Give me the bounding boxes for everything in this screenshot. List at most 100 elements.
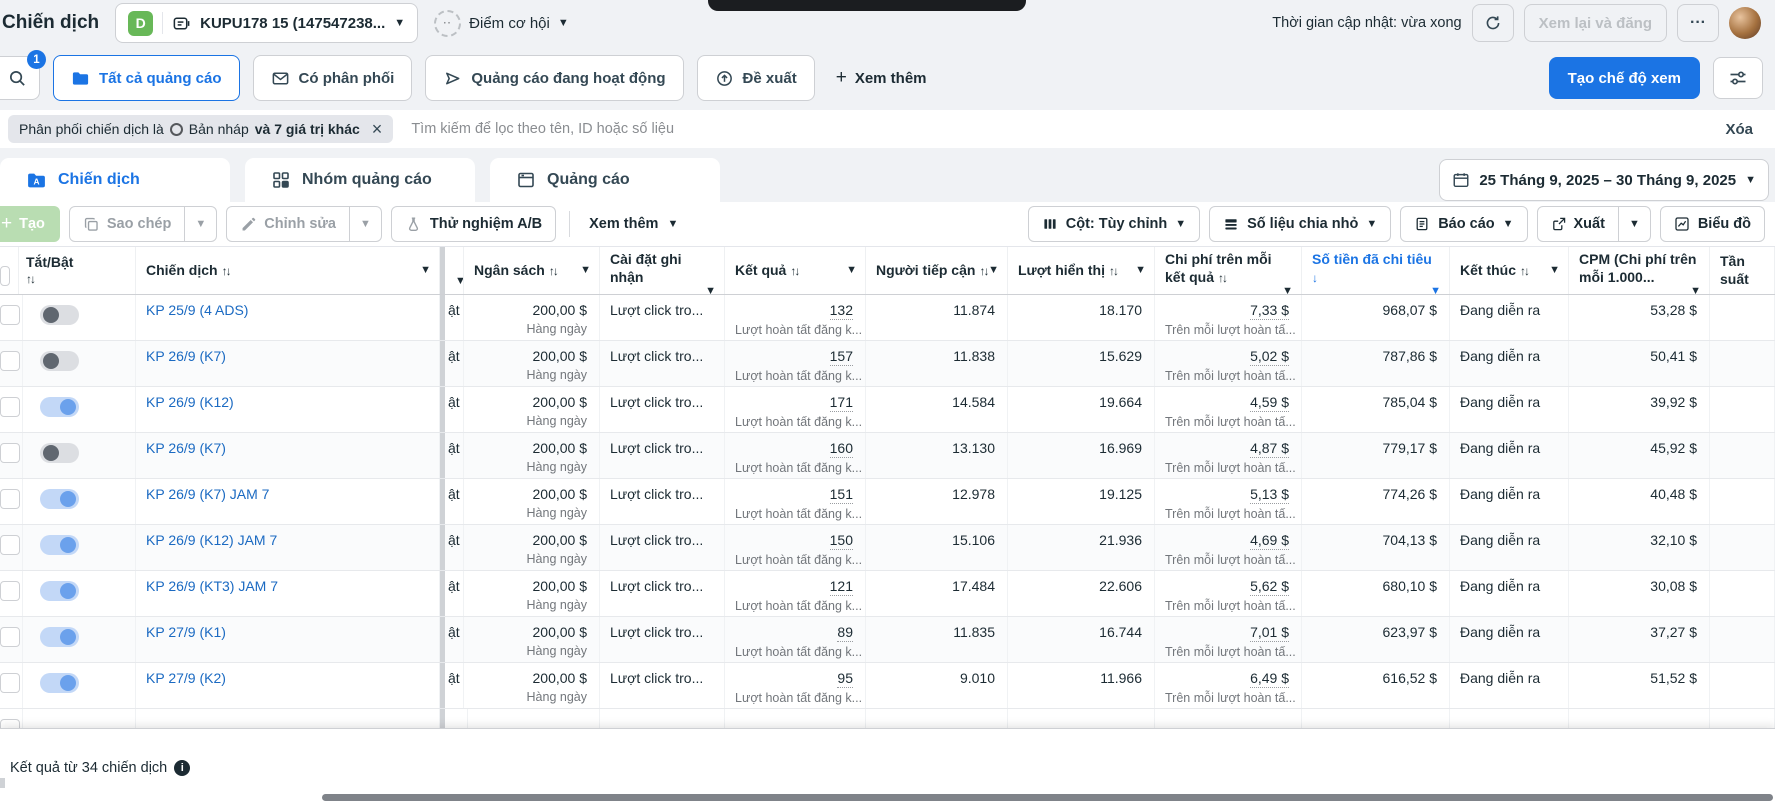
cost-per-result-value[interactable]: 4,59 $ bbox=[1250, 394, 1289, 412]
sort-icon[interactable]: ↑↓ bbox=[221, 263, 232, 278]
create-campaign-button[interactable]: + Tạo bbox=[0, 206, 60, 242]
export-menu-button[interactable]: ▼ bbox=[1617, 207, 1650, 241]
column-menu-icon[interactable]: ▼ bbox=[580, 264, 591, 276]
filter-chip-all-ads[interactable]: Tất cả quảng cáo bbox=[53, 55, 240, 101]
duplicate-button[interactable]: Sao chép bbox=[70, 207, 184, 241]
campaign-link[interactable]: KP 26/9 (K7) bbox=[146, 348, 226, 364]
filter-settings-button[interactable] bbox=[1713, 57, 1763, 99]
column-header-impressions[interactable]: Lượt hiển thị ↑↓ ▼ bbox=[1008, 247, 1155, 294]
cost-per-result-value[interactable]: 5,02 $ bbox=[1250, 348, 1289, 366]
sort-icon[interactable]: ↑↓ bbox=[548, 263, 559, 278]
results-value[interactable]: 89 bbox=[837, 624, 853, 642]
results-value[interactable]: 151 bbox=[829, 486, 853, 504]
campaign-link[interactable]: KP 27/9 (K1) bbox=[146, 624, 226, 640]
columns-button[interactable]: Cột: Tùy chỉnh ▼ bbox=[1027, 206, 1201, 242]
campaign-link[interactable]: KP 27/9 (K2) bbox=[146, 670, 226, 686]
ad-account-selector[interactable]: D KUPU178 15 (147547238... ▼ bbox=[115, 3, 419, 43]
ab-test-button[interactable]: Thử nghiệm A/B bbox=[390, 206, 557, 242]
tab-ad-sets[interactable]: Nhóm quảng cáo bbox=[245, 158, 475, 202]
sort-icon[interactable]: ↑↓ bbox=[790, 263, 800, 278]
row-checkbox[interactable] bbox=[0, 351, 20, 371]
column-header-frequency[interactable]: Tần suất bbox=[1710, 247, 1775, 294]
create-view-button[interactable]: Tạo chế độ xem bbox=[1548, 57, 1700, 99]
delivery-filter-pill[interactable]: Phân phối chiến dịch là Bản nháp và 7 gi… bbox=[8, 115, 394, 143]
results-value[interactable]: 171 bbox=[829, 394, 853, 412]
clear-filters-button[interactable]: Xóa bbox=[1719, 120, 1759, 139]
column-menu-icon[interactable]: ▼ bbox=[846, 264, 857, 276]
breakdown-button[interactable]: Số liệu chia nhỏ ▼ bbox=[1209, 206, 1392, 242]
campaign-toggle[interactable] bbox=[40, 443, 79, 463]
column-menu-icon[interactable]: ▼ bbox=[705, 285, 716, 295]
filter-chip-active-ads[interactable]: Quảng cáo đang hoạt động bbox=[425, 55, 684, 101]
row-checkbox[interactable] bbox=[0, 673, 20, 693]
sort-icon[interactable]: ↑↓ bbox=[979, 263, 989, 278]
column-menu-icon[interactable]: ▼ bbox=[455, 276, 463, 287]
column-menu-icon[interactable]: ▼ bbox=[988, 264, 999, 276]
column-header-toggle[interactable]: Tắt/Bật ↑↓ bbox=[16, 247, 136, 294]
chart-button[interactable]: Biểu đồ bbox=[1659, 206, 1765, 242]
column-menu-icon[interactable]: ▼ bbox=[1690, 285, 1701, 295]
results-value[interactable]: 157 bbox=[829, 348, 853, 366]
campaign-toggle[interactable] bbox=[40, 397, 79, 417]
search-button[interactable]: 1 bbox=[0, 50, 46, 100]
results-value[interactable]: 95 bbox=[837, 670, 853, 688]
tab-campaigns[interactable]: A Chiến dịch bbox=[0, 158, 230, 202]
column-menu-icon[interactable]: ▼ bbox=[1282, 285, 1293, 295]
results-value[interactable]: 132 bbox=[829, 302, 853, 320]
column-header-spent[interactable]: Số tiền đã chi tiêu ↓ ▼ bbox=[1302, 247, 1450, 294]
scrollbar-thumb[interactable] bbox=[322, 794, 1773, 801]
cost-per-result-value[interactable]: 7,01 $ bbox=[1250, 624, 1289, 642]
campaign-toggle[interactable] bbox=[40, 673, 79, 693]
campaign-link[interactable]: KP 26/9 (K7) JAM 7 bbox=[146, 486, 270, 502]
row-checkbox[interactable] bbox=[0, 581, 20, 601]
refresh-button[interactable] bbox=[1471, 4, 1514, 42]
date-range-picker[interactable]: 25 Tháng 9, 2025 – 30 Tháng 9, 2025 ▼ bbox=[1439, 159, 1769, 201]
column-menu-icon[interactable]: ▼ bbox=[420, 264, 431, 276]
campaign-link[interactable]: KP 26/9 (K12) bbox=[146, 394, 234, 410]
sort-icon[interactable]: ↑↓ bbox=[1520, 263, 1530, 278]
row-checkbox[interactable] bbox=[0, 443, 20, 463]
sort-icon[interactable]: ↑↓ bbox=[1218, 270, 1228, 285]
row-checkbox[interactable] bbox=[0, 305, 20, 325]
campaign-toggle[interactable] bbox=[40, 535, 79, 555]
campaign-toggle[interactable] bbox=[40, 627, 79, 647]
cost-per-result-value[interactable]: 7,33 $ bbox=[1250, 302, 1289, 320]
edit-menu-button[interactable]: ▼ bbox=[348, 207, 381, 241]
search-input[interactable]: Tìm kiếm để lọc theo tên, ID hoặc số liệ… bbox=[411, 121, 675, 137]
cost-per-result-value[interactable]: 5,13 $ bbox=[1250, 486, 1289, 504]
select-all-checkbox[interactable] bbox=[0, 265, 10, 286]
campaign-toggle[interactable] bbox=[40, 305, 79, 325]
campaign-link[interactable]: KP 26/9 (K12) JAM 7 bbox=[146, 532, 278, 548]
campaign-toggle[interactable] bbox=[40, 581, 79, 601]
row-checkbox[interactable] bbox=[0, 535, 20, 555]
filter-chip-suggestions[interactable]: Đề xuất bbox=[696, 55, 815, 101]
column-header-cpm[interactable]: CPM (Chi phí trên mỗi 1.000... ▼ bbox=[1569, 247, 1710, 294]
column-header-cut[interactable]: ▼ bbox=[440, 247, 464, 294]
report-button[interactable]: Báo cáo ▼ bbox=[1400, 206, 1528, 242]
filter-chip-had-delivery[interactable]: Có phân phối bbox=[252, 55, 413, 101]
column-header-cpr[interactable]: Chi phí trên mỗi kết quả ↑↓ ▼ bbox=[1155, 247, 1302, 294]
opportunity-score-dropdown[interactable]: ·· Điểm cơ hội ▼ bbox=[434, 9, 569, 37]
toolbar-see-more-button[interactable]: Xem thêm ▼ bbox=[583, 215, 684, 233]
sort-icon[interactable]: ↑↓ bbox=[1108, 263, 1119, 278]
tab-ads[interactable]: Quảng cáo bbox=[490, 158, 720, 202]
column-header-reach[interactable]: Người tiếp cận ↑↓ ▼ bbox=[866, 247, 1008, 294]
column-menu-icon[interactable]: ▼ bbox=[1430, 285, 1441, 295]
column-header-name[interactable]: Chiến dịch ↑↓ ▼ bbox=[136, 247, 440, 294]
column-header-results[interactable]: Kết quả ↑↓ ▼ bbox=[725, 247, 866, 294]
review-and-publish-button[interactable]: Xem lại và đăng bbox=[1523, 4, 1667, 42]
column-header-end[interactable]: Kết thúc ↑↓ ▼ bbox=[1450, 247, 1569, 294]
avatar[interactable] bbox=[1729, 7, 1761, 39]
cost-per-result-value[interactable]: 4,87 $ bbox=[1250, 440, 1289, 458]
campaign-link[interactable]: KP 26/9 (K7) bbox=[146, 440, 226, 456]
row-checkbox[interactable] bbox=[0, 627, 20, 647]
column-menu-icon[interactable]: ▼ bbox=[1135, 264, 1146, 276]
campaign-toggle[interactable] bbox=[40, 489, 79, 509]
sort-icon[interactable]: ↑↓ bbox=[26, 271, 36, 286]
campaign-link[interactable]: KP 25/9 (4 ADS) bbox=[146, 302, 249, 318]
campaign-link[interactable]: KP 26/9 (KT3) JAM 7 bbox=[146, 578, 279, 594]
see-more-filters-button[interactable]: + Xem thêm bbox=[828, 67, 935, 89]
results-value[interactable]: 150 bbox=[829, 532, 853, 550]
column-header-attribution[interactable]: Cài đặt ghi nhận ▼ bbox=[600, 247, 725, 294]
duplicate-menu-button[interactable]: ▼ bbox=[184, 207, 216, 241]
